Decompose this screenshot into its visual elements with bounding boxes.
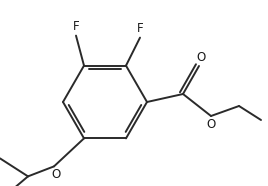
Text: F: F bbox=[73, 20, 79, 33]
Text: F: F bbox=[137, 22, 143, 35]
Text: O: O bbox=[51, 168, 61, 181]
Text: O: O bbox=[196, 51, 206, 64]
Text: O: O bbox=[206, 118, 216, 131]
